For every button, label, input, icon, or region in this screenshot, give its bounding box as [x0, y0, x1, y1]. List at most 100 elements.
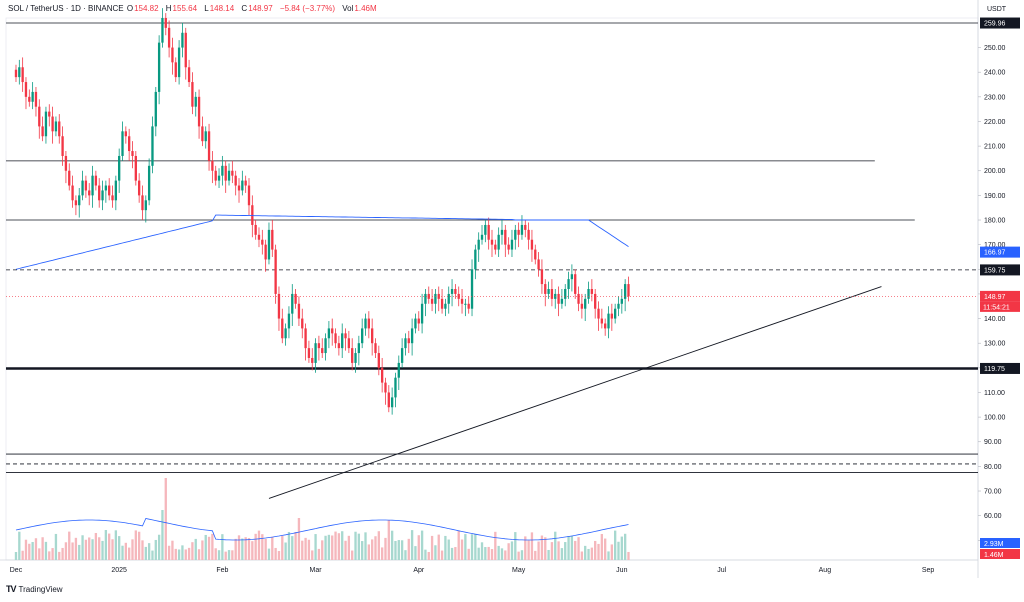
candle-body — [321, 348, 324, 354]
volume-bar — [394, 540, 397, 560]
candle-body — [311, 357, 314, 363]
volume-bar — [174, 548, 177, 560]
open-label: O — [126, 4, 134, 13]
volume-bar — [194, 538, 197, 560]
volume-bar — [44, 541, 48, 560]
volume-bar — [114, 530, 118, 560]
volume-bar — [274, 547, 277, 560]
volume-average-tag — [980, 538, 1020, 548]
volume-bar — [487, 546, 490, 560]
candle-body — [564, 289, 567, 299]
volume-bar — [467, 548, 470, 560]
volume-bar — [577, 537, 580, 560]
volume-bar — [404, 550, 407, 560]
candle-body — [600, 318, 604, 324]
candle-body — [374, 343, 377, 354]
candle-body — [394, 377, 397, 398]
close-label: C — [241, 4, 248, 13]
volume-bar — [597, 543, 600, 560]
volume-bar — [357, 533, 361, 560]
candle-body — [490, 239, 494, 245]
level-price-tag — [980, 362, 1020, 374]
candle-body — [118, 155, 121, 181]
volume-bar — [121, 545, 124, 560]
volume-bar — [580, 551, 584, 560]
candle-body — [570, 274, 574, 280]
volume-bar — [254, 533, 257, 560]
high-value: 155.64 — [172, 4, 198, 13]
candle-body — [64, 155, 68, 171]
x-tick-label: Jul — [717, 567, 726, 574]
volume-last-label: 1.46M — [984, 552, 1004, 559]
volume-bar — [484, 547, 487, 560]
volume-bar — [584, 545, 587, 560]
candle-body — [114, 180, 118, 201]
volume-bar — [311, 550, 314, 560]
volume-bar — [41, 537, 44, 560]
volume-bar — [317, 548, 321, 560]
candle-body — [590, 289, 594, 294]
moving-average-line — [15, 214, 629, 270]
x-tick-label: 2025 — [111, 567, 127, 574]
volume-bar — [64, 542, 68, 560]
volume-bar — [301, 540, 304, 560]
candle-body — [334, 333, 337, 344]
candle-body — [104, 185, 108, 191]
candle-body — [51, 116, 54, 132]
volume-bar — [417, 535, 420, 560]
candle-body — [247, 185, 251, 206]
candle-body — [464, 303, 467, 305]
candle-body — [81, 180, 84, 196]
volume-bar — [397, 540, 400, 560]
brand-name: TradingView — [18, 584, 63, 594]
volume-bar — [570, 535, 574, 560]
volume-bar — [141, 540, 144, 560]
candle-body — [31, 91, 34, 102]
volume-bar — [554, 531, 557, 560]
volume-bar — [211, 533, 214, 560]
volume-bar — [537, 541, 540, 560]
candle-body — [417, 318, 420, 324]
candle-body — [41, 126, 44, 137]
candle-body — [214, 170, 217, 181]
candle-body — [78, 195, 81, 206]
candle-body — [434, 293, 437, 304]
volume-bar — [534, 550, 537, 560]
candle-body — [397, 362, 400, 378]
candle-body — [74, 200, 78, 206]
candle-body — [514, 229, 517, 240]
volume-bar — [71, 542, 74, 560]
candle-body — [367, 318, 371, 329]
volume-bar — [627, 551, 630, 560]
x-tick-label: Jun — [616, 567, 627, 574]
candle-body — [287, 313, 291, 329]
volume-bar — [124, 542, 128, 560]
volume-bar — [144, 546, 147, 560]
candle-body — [38, 106, 41, 127]
volume-bar — [127, 547, 131, 560]
volume-bar — [91, 539, 94, 560]
candle-body — [21, 67, 24, 83]
candle-body — [58, 121, 61, 137]
volume-bar — [88, 537, 91, 560]
volume-bar — [351, 550, 354, 560]
candle-body — [241, 180, 244, 191]
candle-body — [234, 175, 237, 186]
tradingview-logo[interactable]: TV TradingView — [6, 584, 63, 594]
low-value: 148.14 — [209, 4, 235, 13]
candle-body — [480, 234, 484, 240]
volume-bar — [167, 545, 171, 560]
candle-body — [301, 318, 304, 329]
volume-label: Vol — [342, 4, 354, 13]
candle-body — [161, 18, 164, 43]
candle-body — [34, 91, 38, 107]
candle-body — [494, 244, 497, 250]
candle-body — [54, 121, 58, 132]
candle-body — [91, 175, 94, 196]
candle-body — [48, 111, 51, 117]
candle-body — [510, 239, 514, 250]
volume-bar — [557, 541, 560, 560]
volume-bar — [154, 539, 157, 560]
candle-body — [174, 62, 177, 78]
